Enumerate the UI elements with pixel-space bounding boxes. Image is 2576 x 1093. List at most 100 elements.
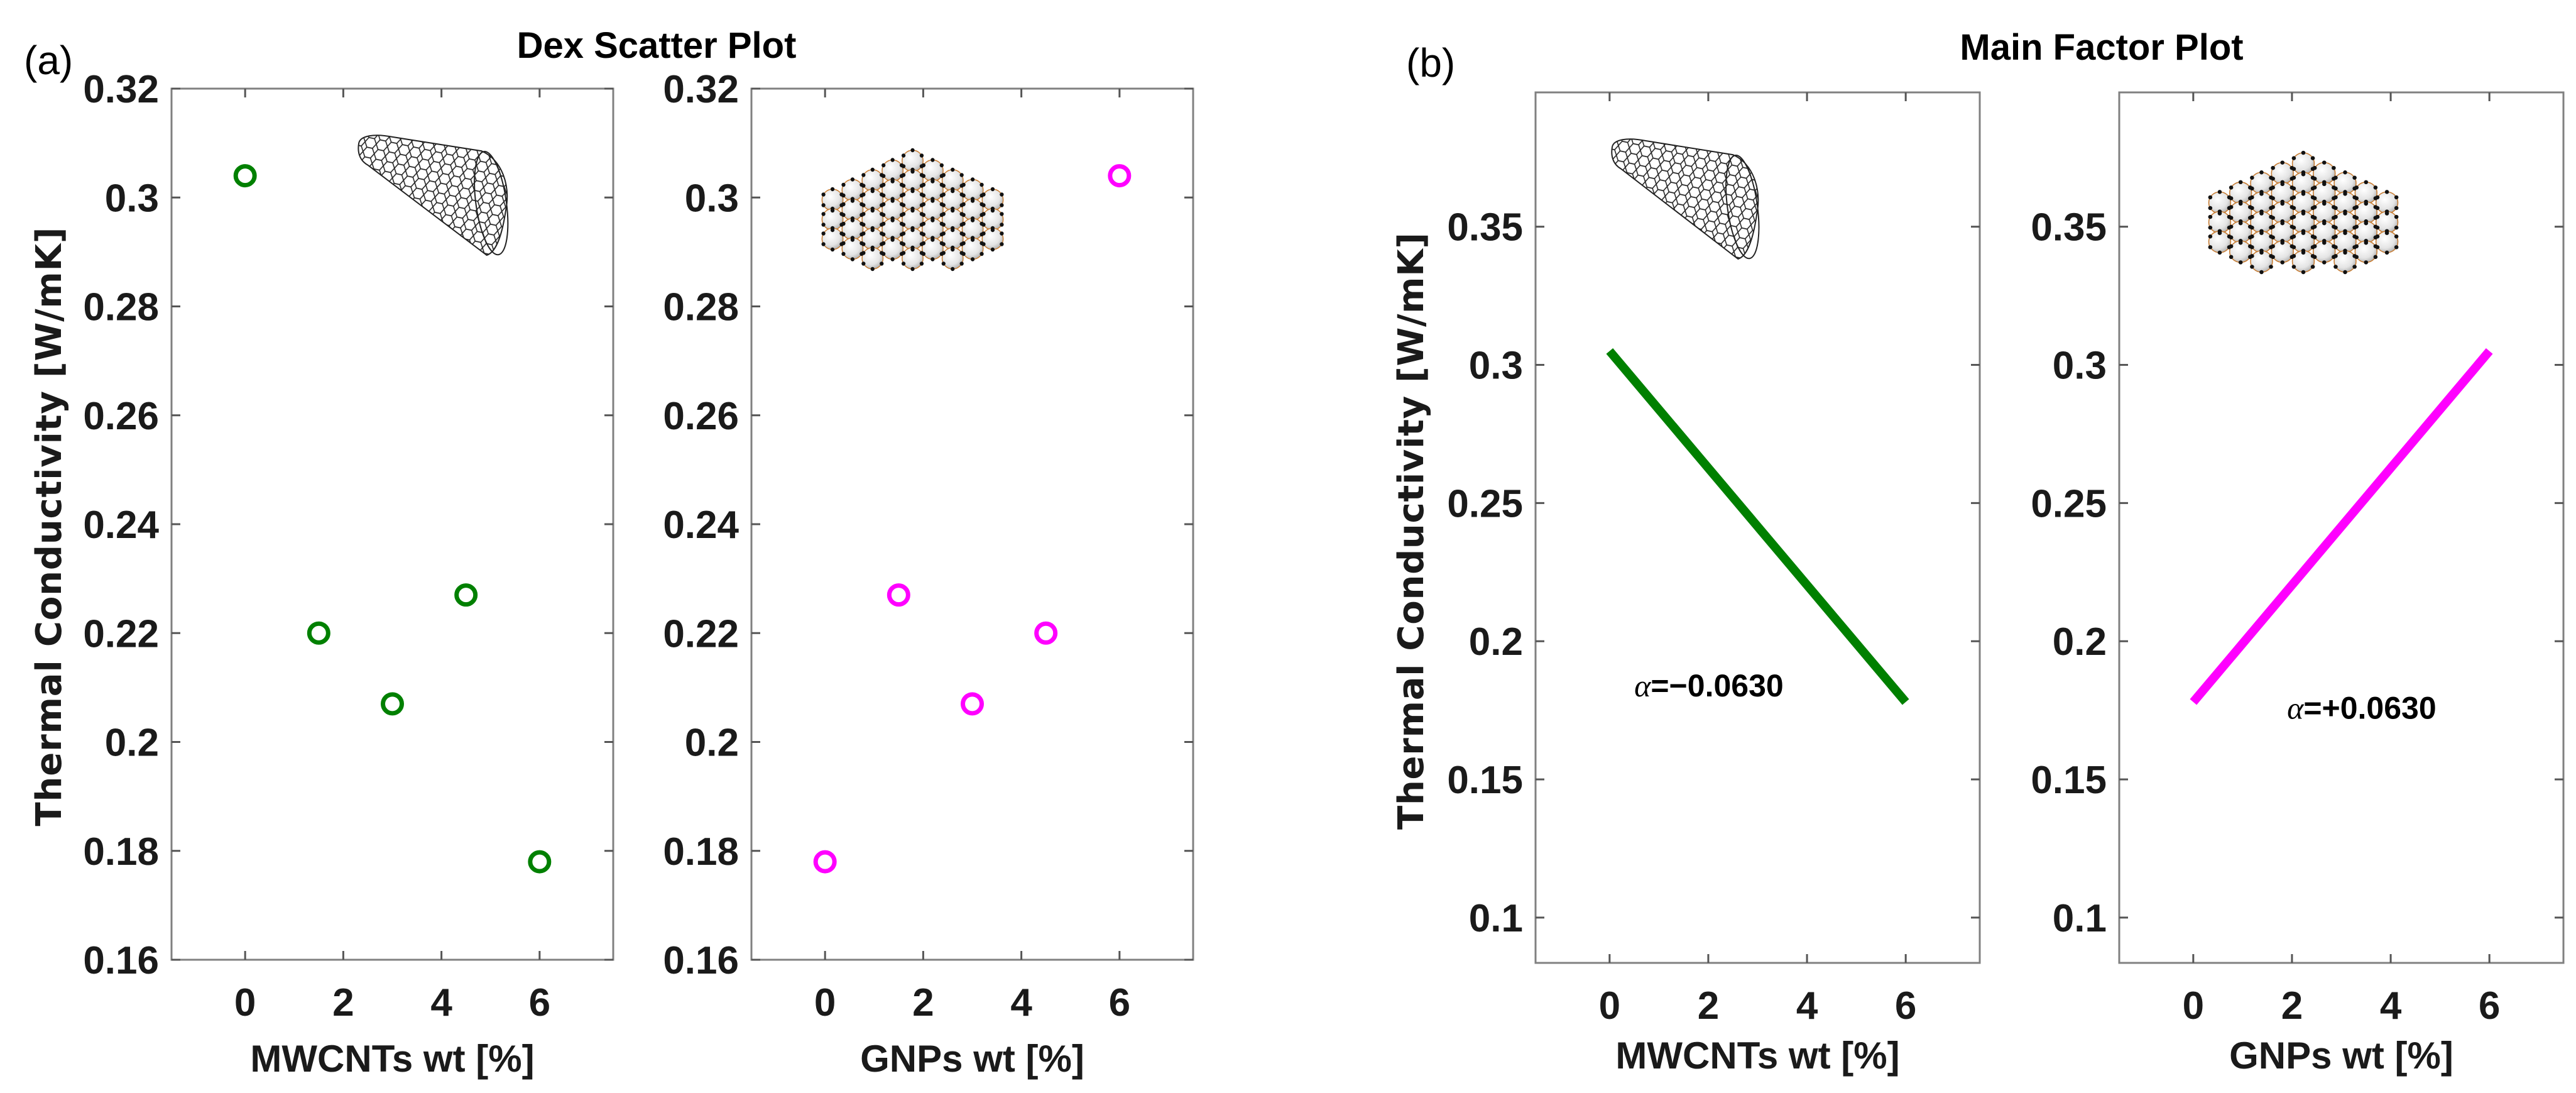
y-tick-label: 0.15 xyxy=(1447,759,1523,802)
graphene-atom xyxy=(959,173,964,177)
graphene-atom xyxy=(2394,225,2399,230)
graphene-atom xyxy=(2333,175,2338,180)
graphene-atom xyxy=(2259,248,2264,253)
graphene-atom xyxy=(2301,190,2306,194)
graphene-atom xyxy=(980,241,984,246)
data-point xyxy=(307,621,330,645)
graphene-atom xyxy=(841,221,846,226)
graphene-atom xyxy=(850,236,855,240)
graphene-atom xyxy=(2312,165,2317,170)
graphene-atom xyxy=(951,187,955,192)
graphene-atom xyxy=(2291,234,2296,239)
graphene-atom xyxy=(981,231,986,236)
graphene-atom xyxy=(861,212,866,216)
graphene-atom xyxy=(839,231,844,236)
x-axis-label: GNPs wt [%] xyxy=(2229,1035,2453,1077)
graphene-atom xyxy=(890,197,895,201)
graphene-atom xyxy=(941,251,946,255)
graphene-atom xyxy=(2229,205,2234,209)
graphene-atom xyxy=(2289,224,2295,229)
panel-a-tag: (a) xyxy=(24,38,73,83)
graphene-atom xyxy=(860,221,864,226)
graphene-atom xyxy=(861,192,866,197)
graphene-atom xyxy=(2375,234,2380,239)
graphene-atom xyxy=(2291,265,2296,269)
graphene-atom xyxy=(2259,190,2264,194)
graphene-atom xyxy=(2248,224,2252,229)
graphene-atom xyxy=(919,231,924,236)
graphene-atom xyxy=(821,222,826,227)
graphene-atom xyxy=(870,245,875,250)
graphene-atom xyxy=(901,153,906,158)
slope-value: =+0.0630 xyxy=(2303,690,2436,725)
graphene-atom xyxy=(970,177,975,182)
graphene-atom xyxy=(890,257,895,261)
graphene-atom xyxy=(931,197,935,201)
graphene-atom xyxy=(2269,214,2273,219)
graphene-atom xyxy=(2322,180,2327,185)
graphene-atom xyxy=(951,245,955,250)
graphene-atom xyxy=(2208,245,2213,250)
x-tick-label: 6 xyxy=(1895,984,1916,1028)
graphene-atom xyxy=(970,236,975,240)
data-point xyxy=(1034,621,1058,645)
graphene-atom xyxy=(2394,214,2399,219)
graphene-atom xyxy=(890,177,895,182)
graphene-image xyxy=(821,148,1004,272)
graphene-atom xyxy=(921,202,926,207)
y-tick-label: 0.2 xyxy=(2053,620,2107,664)
graphene-atom xyxy=(939,202,944,207)
axes-box xyxy=(2118,91,2565,964)
graphene-atom xyxy=(2364,180,2369,185)
panel-b-tag: (b) xyxy=(1406,40,1455,85)
graphene-atom xyxy=(2227,234,2232,239)
graphene-atom xyxy=(910,187,915,192)
graphene-atom xyxy=(2238,260,2243,265)
graphene-atom xyxy=(890,216,895,221)
nanotube-lattice xyxy=(357,135,508,256)
axes-box xyxy=(1534,91,1981,964)
graphene-atom xyxy=(2332,224,2336,229)
graphene-atom xyxy=(990,226,995,231)
graphene-atom xyxy=(881,202,886,207)
graphene-atom xyxy=(821,242,826,246)
graphene-atom xyxy=(830,226,835,231)
graphene-atom xyxy=(919,261,924,266)
graphene-atom xyxy=(2291,254,2296,258)
x-tick-label: 2 xyxy=(332,981,354,1024)
graphene-atom xyxy=(830,247,835,252)
graphene-atom xyxy=(941,212,946,216)
graphene-atom xyxy=(1000,222,1004,227)
y-tick-label: 0.18 xyxy=(663,830,739,874)
graphene-atom xyxy=(2291,195,2296,200)
graphene-atom xyxy=(2312,185,2317,190)
graphene-atom xyxy=(901,261,906,266)
graphene-atom xyxy=(961,241,966,246)
y-tick-label: 0.25 xyxy=(1447,482,1523,525)
slope-annotation: α=+0.0630 xyxy=(2287,690,2437,725)
x-tick-label: 2 xyxy=(2281,984,2303,1028)
graphene-atom xyxy=(2291,156,2296,160)
graphene-atom xyxy=(2208,234,2213,239)
graphene-atom xyxy=(980,182,984,187)
graphene-atom xyxy=(961,221,966,226)
graphene-atom xyxy=(830,206,835,211)
graphene-atom xyxy=(970,216,975,221)
graphene-atom xyxy=(2375,195,2380,200)
graphene-atom xyxy=(839,212,844,216)
graphene-atom xyxy=(931,177,935,182)
graphene-atom xyxy=(2271,165,2275,170)
x-tick-label: 4 xyxy=(1010,981,1032,1024)
graphene-atom xyxy=(2289,165,2295,170)
y-tick-label: 0.3 xyxy=(2053,344,2107,388)
graphene-atom xyxy=(2269,234,2273,239)
chart-b2: 0.1 0.15 0.2 0.25 0.3 0.35 0 2 4 6 GNPs wt [%] α=+0… xyxy=(2031,91,2565,1077)
graphene-atom xyxy=(2301,270,2306,275)
graphene-atom xyxy=(821,192,826,197)
x-tick-label: 0 xyxy=(2183,984,2204,1028)
y-tick-label: 0.24 xyxy=(663,503,739,547)
graphene-atom xyxy=(2248,185,2252,190)
graphene-atom xyxy=(2352,265,2357,269)
graphene-atom xyxy=(2259,229,2264,233)
